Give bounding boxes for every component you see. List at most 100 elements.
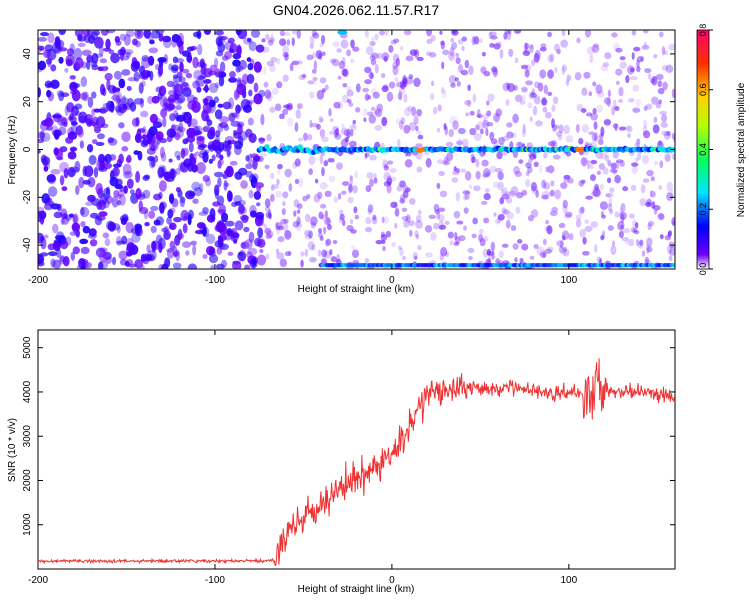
noise-blob (123, 33, 131, 46)
noise-blob (350, 58, 355, 64)
noise-blob (143, 30, 151, 39)
noise-blob (102, 232, 110, 239)
noise-blob (47, 174, 57, 185)
noise-blob (542, 106, 548, 113)
noise-blob (112, 91, 123, 103)
noise-blob (635, 222, 639, 229)
noise-blob (234, 220, 244, 231)
noise-blob (348, 183, 353, 194)
noise-blob (133, 97, 144, 105)
noise-blob (436, 210, 441, 220)
spectrogram-xtick-label: 100 (560, 275, 577, 286)
noise-blob (224, 144, 232, 151)
noise-blob (264, 227, 272, 235)
noise-blob (99, 107, 107, 114)
noise-blob (192, 198, 199, 205)
noise-blob (268, 209, 272, 220)
noise-blob (287, 117, 294, 127)
noise-blob (182, 138, 189, 145)
spectrogram-ytick-label: -20 (22, 190, 33, 205)
noise-blob (92, 30, 101, 36)
noise-blob (547, 69, 554, 79)
noise-blob (388, 81, 396, 89)
noise-blob (192, 56, 199, 69)
noise-blob (545, 166, 549, 173)
noise-blob (82, 225, 91, 234)
noise-blob (645, 244, 650, 254)
noise-blob (235, 104, 241, 114)
noise-blob (248, 89, 253, 97)
noise-blob (602, 167, 609, 175)
noise-blob (192, 80, 200, 89)
noise-blob (144, 222, 150, 227)
noise-blob (101, 123, 109, 129)
noise-blob (211, 154, 216, 162)
noise-blob (622, 227, 630, 234)
noise-blob (670, 189, 674, 195)
noise-blob (490, 241, 496, 252)
noise-blob (150, 158, 156, 168)
noise-blob (516, 239, 523, 244)
noise-blob (476, 114, 484, 119)
noise-blob (628, 238, 635, 247)
noise-blob (148, 47, 159, 54)
noise-blob (70, 251, 76, 261)
noise-blob (633, 230, 640, 235)
noise-blob (203, 78, 212, 84)
noise-blob (50, 79, 60, 90)
noise-blob (96, 159, 105, 171)
noise-blob (81, 61, 88, 69)
noise-blob (521, 87, 529, 93)
noise-blob (333, 101, 341, 109)
noise-blob (208, 158, 214, 164)
noise-blob (415, 125, 419, 132)
noise-blob (437, 104, 442, 112)
noise-blob (471, 156, 476, 163)
noise-blob (399, 180, 406, 188)
noise-blob (289, 63, 294, 72)
noise-blob (483, 192, 491, 201)
noise-blob (173, 83, 184, 94)
noise-blob (632, 107, 641, 113)
noise-blob (295, 222, 302, 232)
noise-blob (549, 189, 555, 197)
noise-blob (174, 234, 181, 246)
noise-blob (127, 97, 134, 108)
noise-blob (365, 216, 372, 225)
noise-blob (462, 194, 468, 201)
noise-blob (611, 105, 616, 116)
noise-blob (592, 186, 601, 196)
noise-blob (105, 38, 111, 50)
noise-blob (141, 55, 150, 62)
noise-blob (455, 168, 461, 174)
noise-blob (235, 65, 241, 73)
noise-blob (443, 156, 449, 165)
noise-blob (224, 50, 233, 60)
noise-blob (39, 213, 45, 225)
noise-blob (245, 128, 253, 138)
noise-blob (371, 216, 378, 225)
noise-blob (249, 174, 256, 184)
noise-blob (151, 95, 160, 104)
noise-blob (508, 30, 512, 35)
noise-blob (653, 205, 661, 211)
noise-blob (454, 77, 459, 82)
noise-blob (404, 159, 413, 168)
noise-blob (641, 44, 650, 50)
noise-blob (607, 177, 612, 184)
noise-blob (425, 157, 432, 168)
noise-blob (397, 138, 401, 149)
noise-blob (562, 199, 568, 209)
noise-blob (38, 60, 47, 71)
noise-blob (321, 166, 325, 177)
noise-blob (78, 176, 85, 189)
noise-blob (114, 36, 121, 43)
noise-blob (100, 66, 109, 72)
noise-blob (671, 88, 675, 99)
noise-blob (592, 107, 597, 115)
noise-blob (41, 193, 51, 204)
noise-blob (279, 258, 287, 268)
noise-blob (599, 201, 608, 211)
noise-blob (222, 231, 233, 241)
noise-blob (603, 119, 612, 126)
